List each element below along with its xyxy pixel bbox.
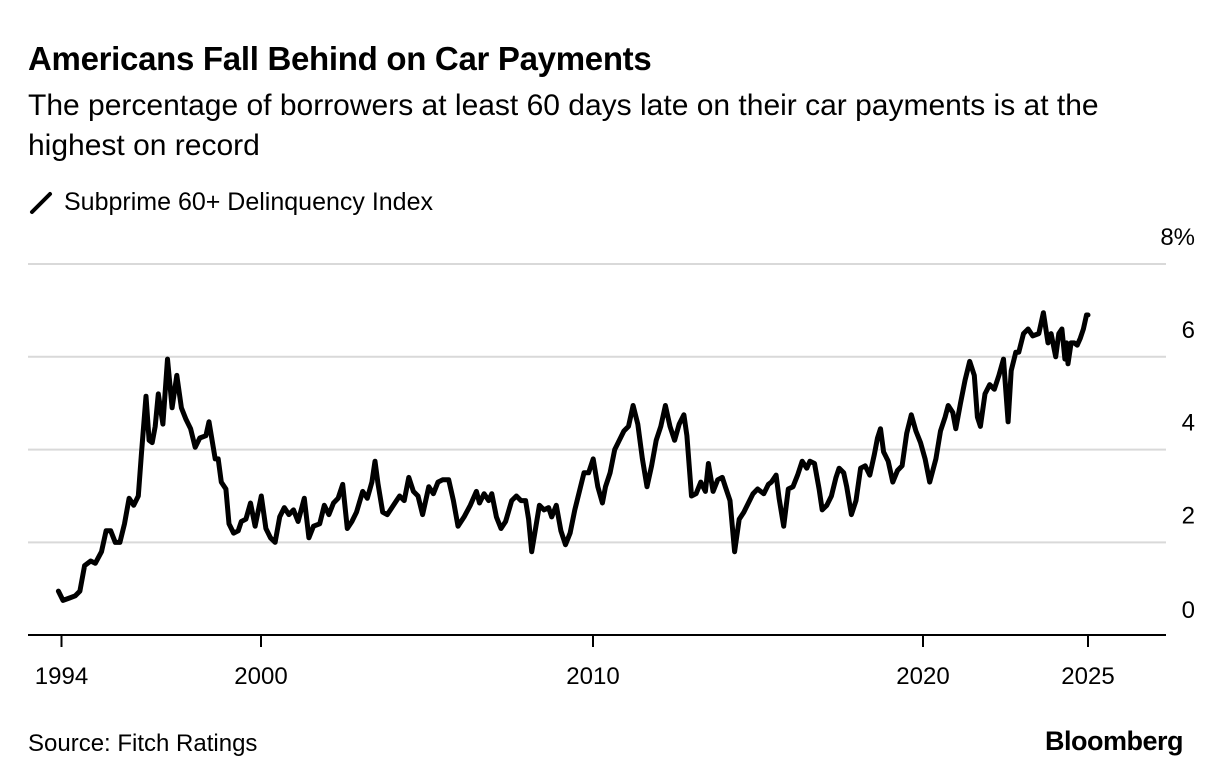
chart-title: Americans Fall Behind on Car Payments [28,40,652,77]
chart-subtitle: The percentage of borrowers at least 60 … [28,89,1099,162]
y-tick-label: 4 [1182,410,1195,437]
legend-label: Subprime 60+ Delinquency Index [64,188,433,216]
x-tick-label: 1994 [35,663,88,690]
x-tick-label: 2020 [896,663,949,690]
x-tick-label: 2000 [234,663,287,690]
y-tick-label: 2 [1182,502,1195,529]
x-tick-label: 2025 [1061,663,1114,690]
x-tick-label: 2010 [566,663,619,690]
y-tick-label: 6 [1182,317,1195,344]
legend: Subprime 60+ Delinquency Index [28,188,433,217]
legend-line-icon [30,191,52,214]
bloomberg-logo: Bloomberg [1044,726,1184,756]
y-tick-label: 0 [1182,597,1195,624]
series-line [55,310,1091,603]
y-tick-label: 8% [1160,224,1195,251]
source-note: Source: Fitch Ratings [28,730,258,757]
